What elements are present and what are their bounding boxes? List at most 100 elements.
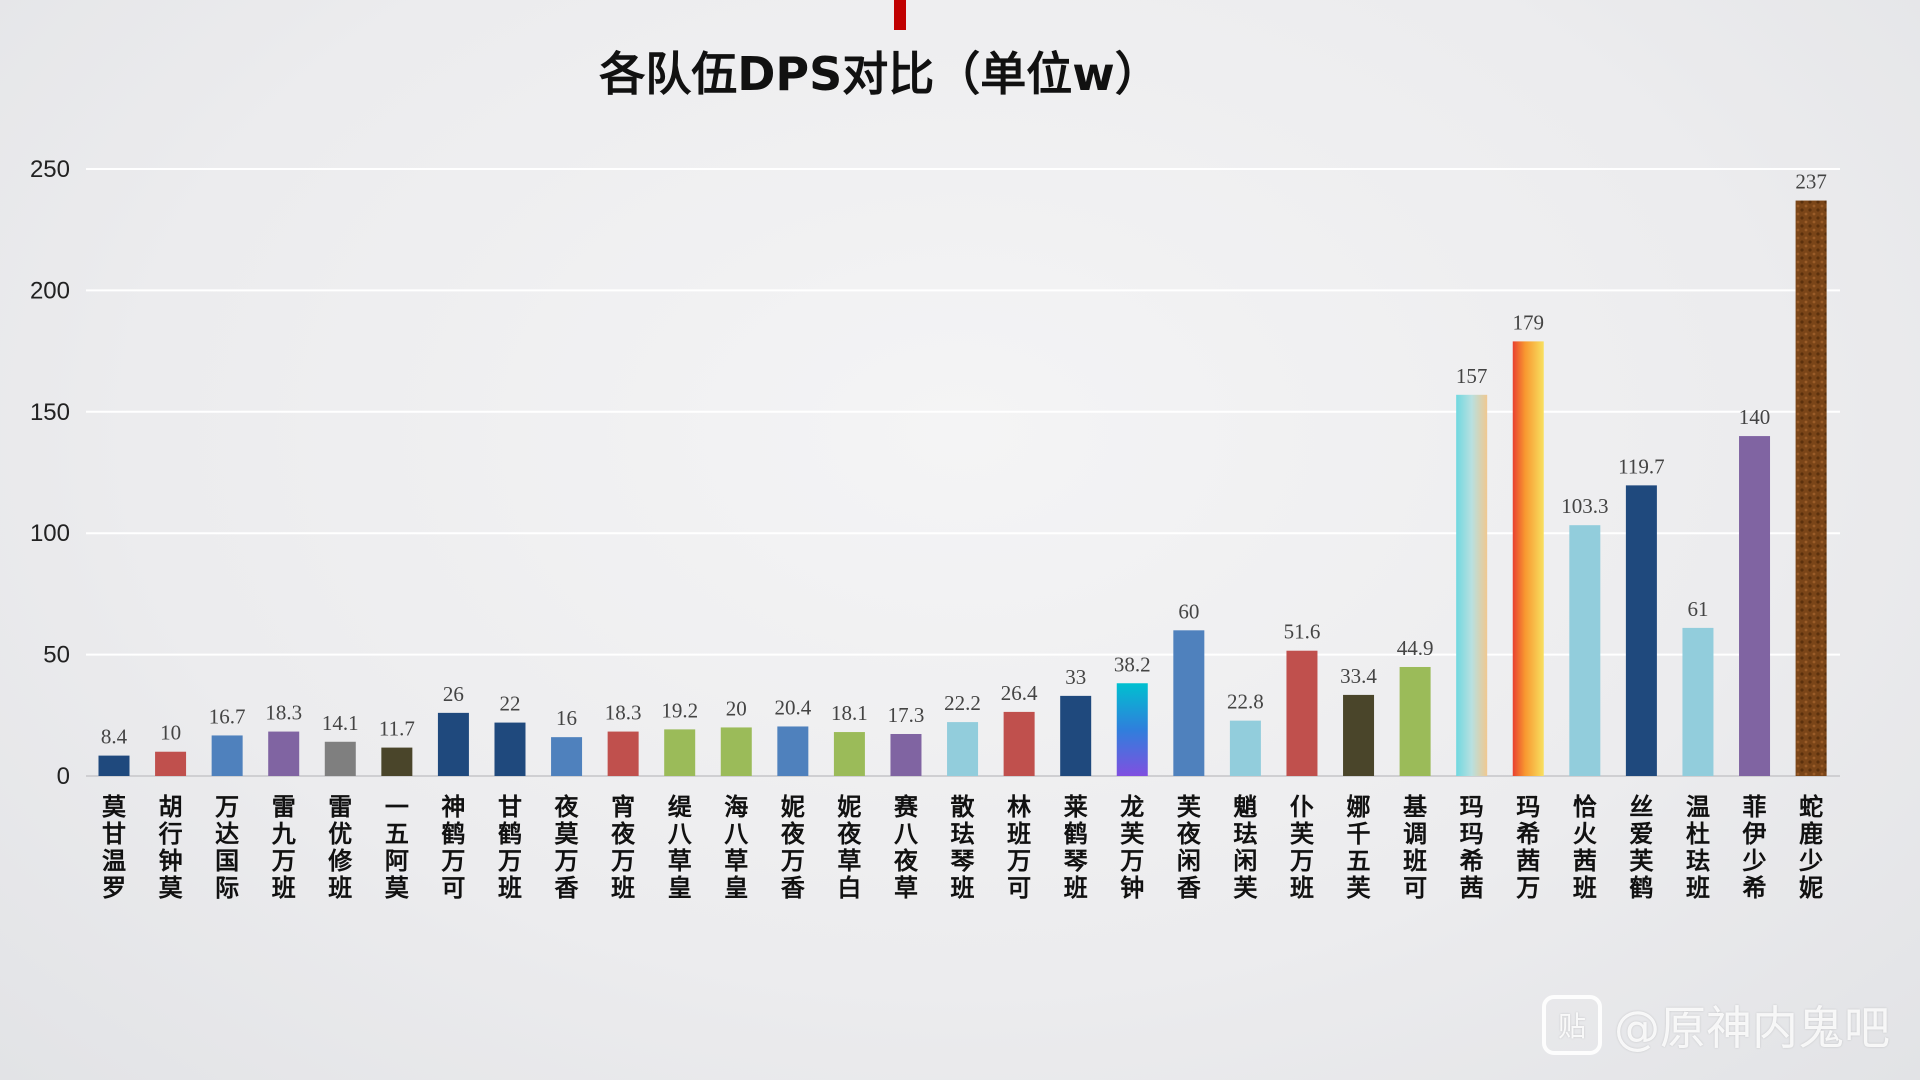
data-label: 20.4 — [774, 695, 811, 719]
x-tick-label: 万达国际 — [215, 793, 239, 902]
bar-缇八草皇 — [664, 729, 696, 776]
chart-title: 各队伍DPS对比（单位w） — [599, 47, 1161, 101]
data-label: 18.3 — [265, 701, 302, 725]
bar-甘鹤万班 — [494, 722, 526, 776]
data-label: 18.1 — [831, 701, 868, 725]
x-tick-label: 海八草皇 — [724, 793, 749, 902]
x-tick-label: 甘鹤万班 — [498, 793, 522, 902]
x-tick-label: 一五阿莫 — [385, 793, 410, 902]
bar-林班万可 — [1003, 711, 1035, 776]
data-label: 18.3 — [605, 701, 642, 725]
bar-龙芙万钟 — [1116, 683, 1148, 776]
data-label: 237 — [1795, 170, 1827, 194]
data-label: 60 — [1178, 599, 1199, 623]
y-tick-label: 250 — [30, 156, 70, 183]
bar-夜莫万香 — [551, 737, 583, 776]
x-tick-label: 缇八草皇 — [668, 793, 693, 902]
x-tick-label: 胡行钟莫 — [158, 793, 184, 902]
bar-散珐琴班 — [947, 722, 979, 776]
data-label: 8.4 — [101, 725, 128, 749]
y-tick-label: 0 — [57, 763, 70, 790]
bar-莱鹤琴班 — [1060, 695, 1092, 776]
x-tick-label: 娜千五芙 — [1347, 793, 1372, 902]
bar-一五阿莫 — [381, 747, 413, 776]
x-tick-label: 雷九万班 — [271, 793, 296, 902]
x-tick-label: 菲伊少希 — [1742, 793, 1767, 902]
x-tick-label: 恰火茜班 — [1573, 793, 1597, 902]
x-tick-label: 魈珐闲芙 — [1233, 793, 1258, 902]
x-tick-label: 夜莫万香 — [554, 793, 580, 902]
red-accent-mark — [894, 0, 906, 30]
x-tick-label: 莫甘温罗 — [102, 793, 127, 902]
bar-丝爱芙鹤 — [1625, 485, 1657, 776]
y-tick-label: 150 — [30, 399, 70, 426]
data-label: 22 — [499, 692, 520, 716]
data-label: 44.9 — [1397, 636, 1434, 660]
bar-赛八夜草 — [890, 733, 922, 776]
data-label: 22.8 — [1227, 690, 1264, 714]
bar-蛇鹿少妮 — [1795, 200, 1827, 777]
data-label: 16.7 — [209, 704, 246, 728]
x-tick-label: 林班万可 — [1007, 793, 1031, 902]
data-label: 26 — [443, 682, 464, 706]
bar-仆芙万班 — [1286, 650, 1318, 776]
bar-妮夜万香 — [777, 726, 809, 776]
x-tick-label: 丝爱芙鹤 — [1629, 793, 1654, 902]
x-tick-label: 仆芙万班 — [1290, 793, 1315, 902]
x-tick-label: 雷优修班 — [327, 793, 353, 902]
y-tick-label: 200 — [30, 277, 70, 304]
x-tick-label: 玛希茜万 — [1516, 793, 1540, 902]
x-tick-label: 玛玛希茜 — [1460, 793, 1484, 902]
watermark: 贴 @原神内鬼吧 — [1542, 992, 1890, 1058]
data-label: 33.4 — [1340, 664, 1377, 688]
bar-莫甘温罗 — [98, 755, 130, 776]
bar-魈珐闲芙 — [1229, 720, 1261, 776]
bar-胡行钟莫 — [155, 751, 187, 776]
data-label: 51.6 — [1284, 620, 1321, 644]
data-label: 22.2 — [944, 691, 981, 715]
data-label: 33 — [1065, 665, 1086, 689]
x-tick-label: 芙夜闲香 — [1176, 793, 1202, 902]
bar-娜千五芙 — [1343, 694, 1375, 776]
x-tick-label: 赛八夜草 — [893, 793, 919, 902]
data-label: 119.7 — [1618, 454, 1664, 478]
bar-海八草皇 — [720, 727, 752, 776]
bar-基调班可 — [1399, 666, 1431, 776]
data-label: 61 — [1687, 597, 1708, 621]
bar-雷优修班 — [324, 741, 356, 776]
x-tick-label: 妮夜万香 — [780, 793, 806, 902]
x-tick-label: 基调班可 — [1403, 793, 1428, 902]
data-label: 19.2 — [661, 698, 698, 722]
bar-妮夜草白 — [833, 732, 865, 776]
data-label: 16 — [556, 706, 577, 730]
data-label: 140 — [1739, 405, 1771, 429]
bar-菲伊少希 — [1739, 436, 1771, 776]
data-label: 20 — [726, 696, 747, 720]
x-tick-label: 蛇鹿少妮 — [1798, 793, 1823, 902]
tieba-icon: 贴 — [1542, 995, 1602, 1055]
bar-宵夜万班 — [607, 731, 639, 776]
data-label: 17.3 — [888, 703, 925, 727]
data-label: 38.2 — [1114, 652, 1151, 676]
bar-温杜珐班 — [1682, 627, 1714, 776]
x-tick-label: 妮夜草白 — [836, 793, 862, 902]
x-tick-label: 神鹤万可 — [441, 793, 465, 902]
x-tick-label: 龙芙万钟 — [1120, 793, 1145, 902]
watermark-text: @原神内鬼吧 — [1614, 1001, 1890, 1055]
x-tick-label: 莱鹤琴班 — [1064, 793, 1088, 902]
data-label: 103.3 — [1561, 494, 1608, 518]
bar-芙夜闲香 — [1173, 630, 1205, 776]
data-label: 157 — [1456, 364, 1488, 388]
data-label: 26.4 — [1001, 681, 1038, 705]
data-label: 179 — [1513, 310, 1545, 334]
x-tick-label: 温杜珐班 — [1686, 793, 1710, 902]
bar-玛希茜万 — [1512, 341, 1544, 776]
data-label: 10 — [160, 721, 181, 745]
x-tick-label: 宵夜万班 — [610, 793, 636, 902]
data-label: 11.7 — [379, 717, 415, 741]
y-tick-label: 100 — [30, 520, 70, 547]
bar-神鹤万可 — [437, 712, 469, 776]
y-tick-label: 50 — [43, 642, 70, 669]
bar-恰火茜班 — [1569, 525, 1601, 776]
